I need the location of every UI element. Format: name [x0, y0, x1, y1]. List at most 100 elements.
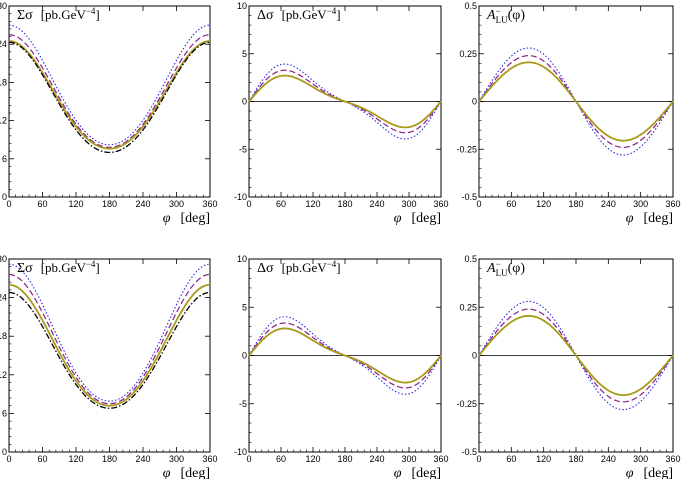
x-tick-label: 300: [401, 199, 416, 209]
chart-panel-2: 0 60 120 180 240 300 360 -10 -5 0 5 10 Δσ [pb.GeV−4] φ…: [234, 1, 449, 226]
series-line-blue-dotted: [8, 24, 211, 146]
y-tick-label: 10: [237, 1, 247, 11]
y-tick-label: 5: [242, 49, 247, 59]
x-axis-label: φ [deg]: [394, 211, 441, 226]
x-tick-label: 360: [202, 199, 217, 209]
x-tick-label: 180: [337, 199, 352, 209]
x-tick-label: 240: [135, 454, 150, 464]
y-tick-label: -10: [234, 447, 247, 457]
x-tick-label: 60: [276, 199, 286, 209]
y-tick-label: -5: [239, 399, 247, 409]
chart-panel-5: 0 60 120 180 240 300 360 -10 -5 0 5 10 Δσ [pb.GeV−4] φ…: [234, 254, 449, 479]
chart-title: Σσ [pb.GeV−4]: [17, 6, 100, 23]
series-line-black-dashdot: [8, 41, 211, 154]
x-tick-label: 60: [37, 199, 47, 209]
chart-panel-1: 0 60 120 180 240 300 360 0 6 12 18 24 30 Σσ[pb.GeV−4]…: [0, 1, 218, 226]
x-tick-label: 300: [169, 199, 184, 209]
y-tick-label: 6: [2, 154, 7, 164]
x-tick-label: 120: [68, 454, 83, 464]
y-tick-label: 0: [472, 97, 477, 107]
y-tick-label: -0.25: [456, 144, 477, 154]
y-tick-label: 30: [0, 254, 7, 264]
x-axis-label: φ [deg]: [626, 211, 673, 226]
x-tick-label: 120: [536, 454, 551, 464]
x-tick-label: 120: [68, 199, 83, 209]
x-tick-label: 360: [665, 454, 680, 464]
x-tick-label: 240: [369, 199, 384, 209]
x-axis-label: φ [deg]: [626, 466, 673, 479]
x-tick-label: 60: [506, 199, 516, 209]
series-line-olive-solid: [8, 283, 211, 407]
y-tick-label: -0.5: [461, 447, 477, 457]
series-line-blue-dotted: [8, 263, 211, 402]
x-tick-label: 240: [601, 199, 616, 209]
y-tick-label: 0: [472, 351, 477, 361]
y-tick-label: 0: [2, 192, 7, 202]
x-tick-label: 240: [601, 454, 616, 464]
x-tick-label: 60: [276, 454, 286, 464]
x-tick-label: 0: [246, 454, 251, 464]
x-tick-label: 180: [568, 454, 583, 464]
series-line-olive-solid: [478, 61, 674, 142]
y-tick-label: 0.25: [459, 49, 477, 59]
x-tick-label: 0: [246, 199, 251, 209]
series-line-blue-dotted: [248, 63, 442, 140]
x-tick-label: 300: [633, 199, 648, 209]
x-tick-label: 180: [337, 454, 352, 464]
x-tick-label: 0: [6, 199, 11, 209]
y-tick-label: -10: [234, 192, 247, 202]
y-tick-label: 12: [0, 370, 7, 380]
y-tick-label: 30: [0, 1, 7, 11]
x-tick-label: 240: [135, 199, 150, 209]
x-tick-label: 60: [37, 454, 47, 464]
series-line-blue-dotted: [478, 300, 674, 411]
series-line-olive-solid: [8, 40, 211, 150]
series-line-purple-dashed: [8, 273, 211, 405]
x-tick-label: 180: [568, 199, 583, 209]
x-tick-label: 300: [633, 454, 648, 464]
chart-title: Δσ [pb.GeV−4]: [257, 259, 341, 276]
y-tick-label: 24: [0, 39, 7, 49]
y-tick-label: 0: [242, 97, 247, 107]
x-tick-label: 300: [169, 454, 184, 464]
x-tick-label: 60: [506, 454, 516, 464]
chart-title: A− LU(φ): [486, 259, 525, 278]
y-tick-label: 0.5: [464, 1, 477, 11]
x-tick-label: 0: [476, 199, 481, 209]
y-tick-label: 24: [0, 293, 7, 303]
x-tick-label: 0: [476, 454, 481, 464]
y-tick-label: 0.25: [459, 302, 477, 312]
x-tick-label: 180: [102, 199, 117, 209]
chart-panel-6: 0 60 120 180 240 300 360 -0.5 -0.25 0 0.25 0.5 A− LU(…: [456, 254, 680, 479]
chart-title: Σσ [pb.GeV−4]: [17, 259, 100, 276]
chart-title: A− LU(φ): [486, 6, 525, 25]
x-tick-label: 360: [433, 199, 448, 209]
y-tick-label: 18: [0, 331, 7, 341]
x-axis-label: φ [deg]: [163, 466, 210, 479]
y-tick-label: 10: [237, 254, 247, 264]
x-tick-label: 120: [305, 199, 320, 209]
y-tick-label: 0: [242, 351, 247, 361]
series-line-olive-solid: [248, 74, 442, 129]
x-tick-label: 240: [369, 454, 384, 464]
y-tick-label: -5: [239, 144, 247, 154]
x-tick-label: 360: [202, 454, 217, 464]
series-line-purple-dashed: [8, 34, 211, 148]
plot-frame: [8, 258, 211, 453]
y-tick-label: 0.5: [464, 254, 477, 264]
x-tick-label: 180: [102, 454, 117, 464]
y-tick-label: 5: [242, 302, 247, 312]
series-line-olive-solid: [248, 327, 442, 384]
chart-title: Δσ [pb.GeV−4]: [257, 6, 341, 23]
x-tick-label: 360: [433, 454, 448, 464]
x-tick-label: 360: [665, 199, 680, 209]
x-axis-label: φ [deg]: [163, 211, 210, 226]
y-tick-label: 12: [0, 116, 7, 126]
chart-panel-3: 0 60 120 180 240 300 360 -0.5 -0.25 0 0.25 0.5 A− LU(…: [456, 1, 680, 226]
y-tick-label: 0: [2, 447, 7, 457]
y-tick-label: 18: [0, 77, 7, 87]
x-axis-label: φ [deg]: [394, 466, 441, 479]
plot-frame: [8, 5, 211, 198]
x-tick-label: 300: [401, 454, 416, 464]
